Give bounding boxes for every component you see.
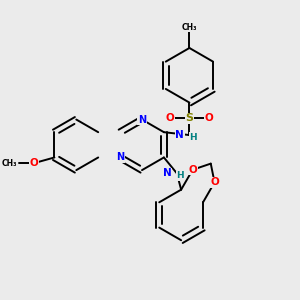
- Text: CH₃: CH₃: [2, 159, 17, 168]
- Text: N: N: [138, 115, 146, 124]
- Text: O: O: [166, 113, 175, 123]
- Text: O: O: [188, 165, 197, 175]
- Text: N: N: [176, 130, 184, 140]
- Text: S: S: [185, 113, 194, 123]
- Text: H: H: [176, 171, 184, 180]
- Text: CH₃: CH₃: [182, 22, 197, 32]
- Text: O: O: [210, 177, 219, 188]
- Text: N: N: [163, 168, 172, 178]
- Text: O: O: [204, 113, 213, 123]
- Text: N: N: [116, 152, 124, 163]
- Text: O: O: [29, 158, 38, 168]
- Text: H: H: [189, 133, 197, 142]
